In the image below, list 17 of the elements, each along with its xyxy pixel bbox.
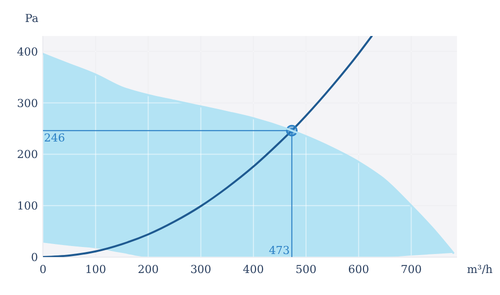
x-tick-label: 600 <box>348 263 370 276</box>
x-tick-label: 700 <box>400 263 422 276</box>
ref-line-label: 473 <box>268 244 290 257</box>
x-tick-label: 200 <box>138 263 159 276</box>
y-tick-label: 300 <box>17 96 38 110</box>
x-tick-label: 300 <box>190 263 212 276</box>
x-axis-title: m³/h <box>467 263 493 276</box>
y-tick-label: 400 <box>17 45 38 58</box>
x-tick-label: 500 <box>296 263 317 276</box>
y-tick-label: 200 <box>17 148 38 162</box>
y-tick-label: 100 <box>17 200 38 213</box>
y-tick-label: 0 <box>31 251 38 264</box>
y-axis-title: Pa <box>25 12 39 25</box>
x-tick-label: 0 <box>40 263 46 276</box>
x-tick-label: 100 <box>85 263 106 276</box>
x-tick-label: 400 <box>242 263 264 276</box>
ref-line-label: 246 <box>44 132 65 145</box>
